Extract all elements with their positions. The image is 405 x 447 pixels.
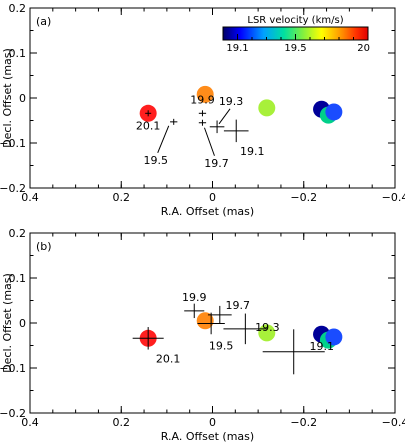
velocity-label: 19.5: [209, 339, 234, 352]
velocity-label: 19.3: [255, 321, 280, 334]
x-tick-label: 0.2: [113, 191, 131, 204]
maser-spot: [325, 103, 343, 121]
maser-spot: [258, 99, 276, 117]
velocity-label: 19.9: [182, 291, 207, 304]
y-tick-label: 0.1: [9, 272, 27, 285]
y-axis-title: Decl. Offset (mas): [1, 48, 14, 148]
y-tick-label: −0.1: [0, 137, 26, 150]
continuum-peak-marker: [223, 119, 249, 143]
x-axis-title: R.A. Offset (mas): [161, 205, 254, 218]
velocity-label: 19.9: [190, 93, 215, 106]
x-tick-label: −0.4: [382, 191, 405, 204]
continuum-peak-marker: [145, 110, 152, 117]
continuum-peak-marker: [132, 327, 164, 350]
colorbar-title: LSR velocity (km/s): [247, 15, 343, 26]
y-axis-title: Decl. Offset (mas): [1, 273, 14, 373]
y-tick-label: 0.2: [9, 2, 27, 15]
x-tick-label: 0: [209, 416, 216, 429]
panel-a: 0.4 0.2 0 −0.2 −0.4 −0.2 −0.1 0 0.1 0.2 R.A. Offse…: [0, 2, 405, 218]
continuum-peak-marker: [198, 119, 207, 126]
y-tick-label: 0: [19, 92, 26, 105]
leader-line: [157, 125, 170, 154]
velocity-label: 19.7: [226, 299, 251, 312]
maser-spot: [196, 85, 214, 103]
y-tick-label: 0.2: [9, 227, 27, 240]
x-tick-label: 0.4: [21, 191, 39, 204]
continuum-peak-marker: [197, 312, 225, 335]
y-tick-label: −0.1: [0, 362, 26, 375]
y-tick-label: 0.1: [9, 47, 27, 60]
panel-label: (a): [36, 15, 51, 28]
panel-b: 0.4 0.2 0 −0.2 −0.4 −0.2 −0.1 0 0.1 0.2 R.A. Offse…: [0, 227, 405, 443]
continuum-peak-marker: [209, 120, 225, 134]
x-tick-label: 0.4: [21, 416, 39, 429]
continuum-peak-marker: [262, 329, 325, 375]
continuum-peak-marker: [170, 118, 178, 125]
x-tick-label: −0.2: [290, 416, 317, 429]
velocity-label: 20.1: [156, 352, 181, 365]
colorbar: LSR velocity (km/s) 19.1 19.5 20: [222, 15, 370, 54]
x-tick-label: −0.4: [382, 416, 405, 429]
velocity-label: 19.5: [143, 154, 168, 167]
y-tick-label: −0.2: [0, 182, 26, 195]
maser-spot: [196, 312, 214, 330]
continuum-peak-marker: [223, 313, 268, 345]
leader-line: [218, 108, 231, 125]
y-tick-label: −0.2: [0, 407, 26, 420]
continuum-peak-marker: [198, 110, 207, 117]
maser-spot: [325, 328, 343, 346]
colorbar-tick-label: 20: [357, 43, 370, 54]
panel-label: (b): [36, 240, 52, 253]
y-tick-label: 0: [19, 317, 26, 330]
continuum-peak-marker: [184, 303, 205, 319]
colorbar-tick-label: 19.1: [226, 43, 248, 54]
leader-line: [203, 127, 215, 156]
velocity-label: 19.7: [204, 157, 229, 170]
colorbar-tick-label: 19.5: [284, 43, 306, 54]
x-axis-title: R.A. Offset (mas): [161, 430, 254, 443]
velocity-label: 19.1: [309, 340, 334, 353]
x-tick-label: 0: [209, 191, 216, 204]
velocity-label: 19.3: [219, 95, 244, 108]
velocity-label: 19.1: [240, 145, 265, 158]
continuum-peak-marker: [207, 305, 232, 324]
velocity-label: 20.1: [136, 119, 161, 132]
x-tick-label: 0.2: [113, 416, 131, 429]
x-tick-label: −0.2: [290, 191, 317, 204]
